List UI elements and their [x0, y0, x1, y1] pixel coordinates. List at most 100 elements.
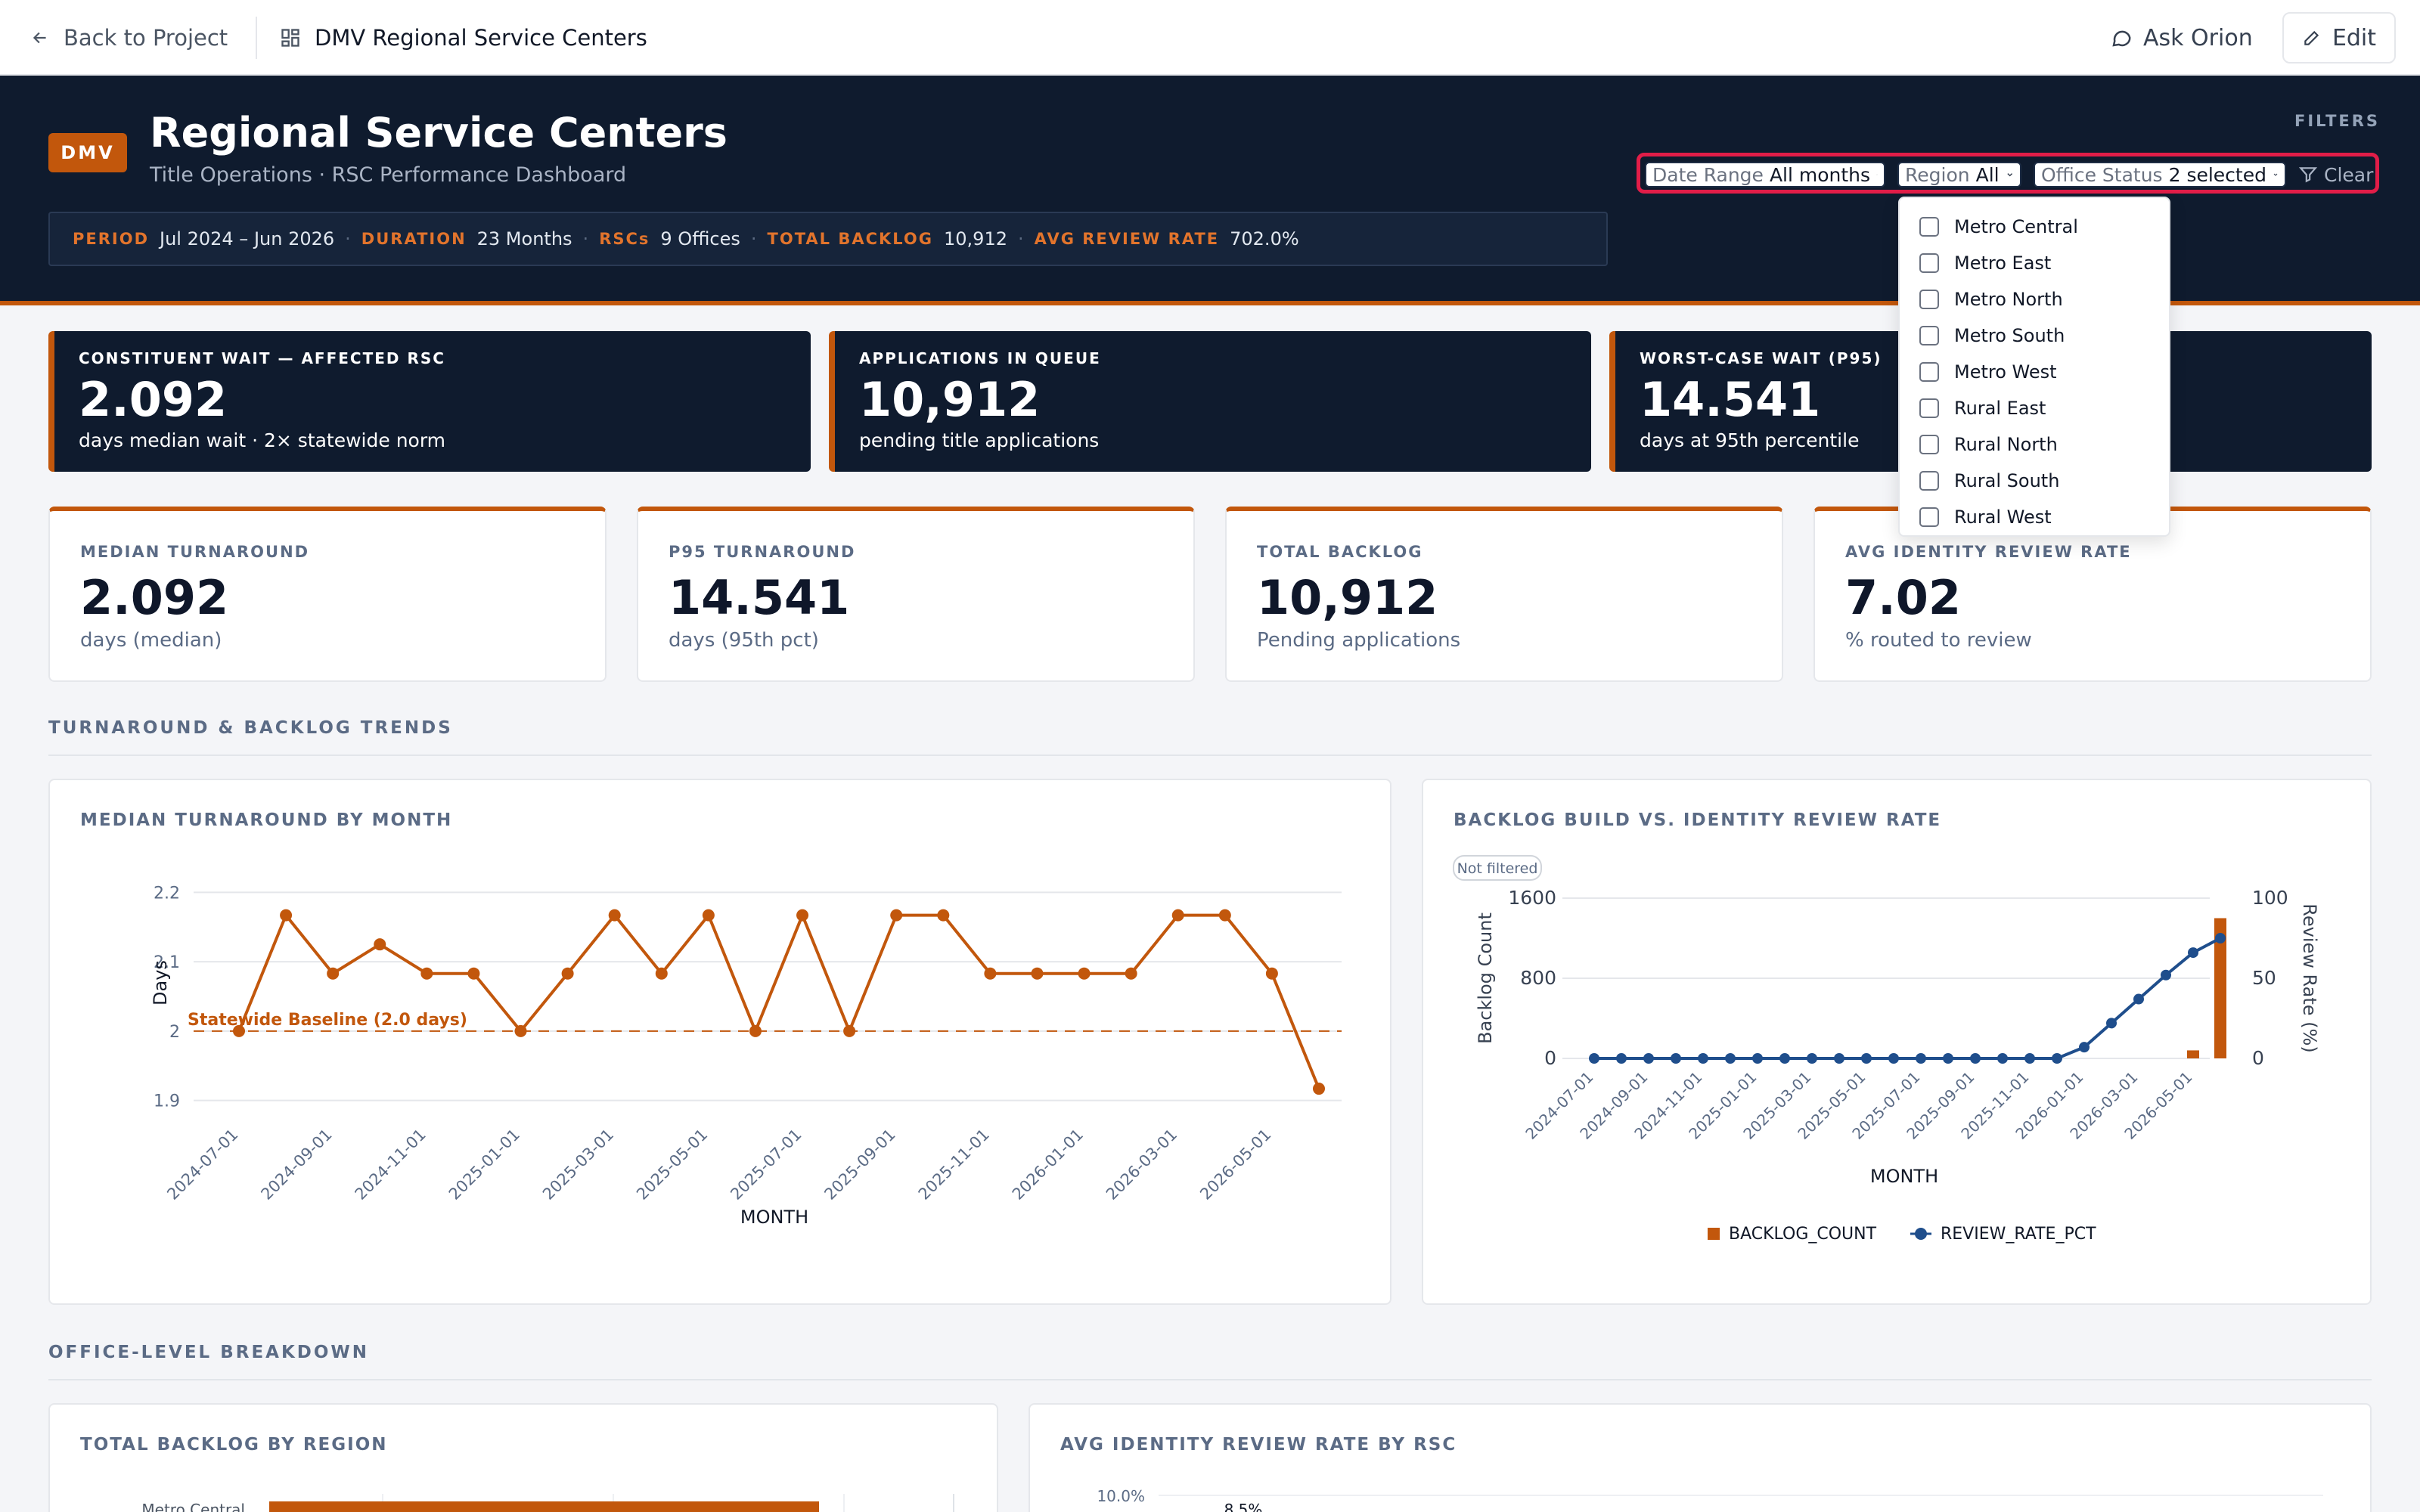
meta-key-period: PERIOD — [73, 230, 150, 248]
checkbox[interactable] — [1919, 398, 1939, 418]
clear-filters-button[interactable]: Clear — [2298, 162, 2373, 187]
kpi-card-total-backlog: TOTAL BACKLOG 10,912 Pending application… — [1225, 507, 1783, 682]
dropdown-option[interactable]: Metro Central — [1900, 209, 2169, 245]
data-point — [1171, 909, 1184, 922]
turnaround-series-line — [237, 911, 1320, 1089]
region-axis-label: Metro Central — [141, 1501, 245, 1512]
card-value: 2.092 — [79, 372, 228, 427]
dropdown-option[interactable]: Metro East — [1900, 245, 2169, 281]
x-tick-label: 2025-05-01 — [633, 1126, 711, 1204]
legend-label-backlog: BACKLOG_COUNT — [1729, 1225, 1877, 1244]
dropdown-option[interactable]: Metro West — [1900, 354, 2169, 390]
kpi-subtitle: % routed to review — [1845, 629, 2032, 652]
x-tick-label: 2024-07-01 — [163, 1126, 241, 1204]
dashboard-name: DMV Regional Service Centers — [315, 25, 647, 51]
y-tick-label: 2.1 — [154, 953, 180, 972]
filter-clear-icon — [2298, 167, 2318, 183]
review-rate-point — [2024, 1053, 2035, 1064]
dropdown-option[interactable]: Rural South — [1900, 463, 2169, 499]
chart-title: MEDIAN TURNAROUND BY MONTH — [80, 810, 453, 830]
office-status-label: Office Status — [2041, 163, 2163, 186]
x-tick-label: 2025-01-01 — [445, 1126, 523, 1204]
meta-value-period: Jul 2024 – Jun 2026 — [160, 228, 335, 249]
option-label: Metro East — [1954, 253, 2052, 274]
chart-title: TOTAL BACKLOG BY REGION — [80, 1435, 388, 1455]
y-right-axis-label: Review Rate (%) — [2299, 903, 2320, 1052]
highlight-card-applications-in-queue: APPLICATIONS IN QUEUE 10,912 pending tit… — [829, 331, 1591, 472]
chat-bubble-icon — [2112, 30, 2131, 47]
region-filter[interactable]: Region All — [1897, 162, 2021, 187]
checkbox[interactable] — [1919, 507, 1939, 527]
checkbox[interactable] — [1919, 435, 1939, 454]
checkbox[interactable] — [1919, 217, 1939, 237]
kpi-title: MEDIAN TURNAROUND — [80, 543, 310, 561]
dropdown-option[interactable]: Rural East — [1900, 390, 2169, 426]
back-to-project-link[interactable]: Back to Project — [30, 21, 228, 54]
review-rate-point — [1671, 1053, 1681, 1064]
card-subtitle: days median wait · 2× statewide norm — [79, 429, 446, 451]
meta-key-avg-review-rate: AVG REVIEW RATE — [1034, 230, 1220, 248]
chart-title: AVG IDENTITY REVIEW RATE BY RSC — [1060, 1435, 1457, 1455]
ask-orion-button[interactable]: Ask Orion — [2110, 21, 2253, 54]
clear-label: Clear — [2324, 163, 2374, 186]
review-rate-point — [1997, 1053, 2008, 1064]
date-range-value: All months — [1769, 163, 1871, 186]
option-label: Rural South — [1954, 470, 2060, 491]
region-bar — [269, 1501, 819, 1512]
summary-meta-bar: PERIOD Jul 2024 – Jun 2026 · DURATION 23… — [48, 212, 1608, 266]
highlight-card-constituent-wait: CONSTITUENT WAIT — AFFECTED RSC 2.092 da… — [48, 331, 811, 472]
kpi-subtitle: Pending applications — [1257, 629, 1461, 652]
region-value: All — [1975, 163, 2000, 186]
option-label: Metro South — [1954, 325, 2065, 346]
dashboard-breadcrumb: DMV Regional Service Centers — [280, 21, 647, 54]
card-title: WORST-CASE WAIT (P95) — [1640, 349, 1882, 367]
filter-bar: Date Range All months Region All Office … — [1637, 153, 2379, 194]
y-tick-label: 1.9 — [154, 1092, 180, 1111]
x-tick-label: 2026-03-01 — [1103, 1126, 1181, 1204]
data-point — [984, 967, 997, 980]
data-point — [843, 1024, 856, 1037]
review-axis-tick: 10.0% — [1097, 1487, 1145, 1505]
edit-label: Edit — [2332, 24, 2377, 51]
checkbox[interactable] — [1919, 362, 1939, 382]
meta-value-duration: 23 Months — [476, 228, 572, 249]
card-title: CONSTITUENT WAIT — AFFECTED RSC — [79, 349, 445, 367]
kpi-value: 14.541 — [669, 570, 850, 625]
checkbox[interactable] — [1919, 326, 1939, 345]
section-divider — [48, 754, 2372, 756]
pencil-icon — [2304, 30, 2319, 45]
card-value: 14.541 — [1640, 372, 1821, 427]
y-tick-label: 2.2 — [154, 884, 180, 903]
review-rate-point — [2079, 1042, 2090, 1053]
checkbox[interactable] — [1919, 471, 1939, 491]
meta-value-avg-review-rate: 702.0% — [1230, 228, 1299, 249]
dmv-badge: DMV — [48, 133, 127, 172]
review-rate-by-rsc-panel: AVG IDENTITY REVIEW RATE BY RSC 10.0% 8.… — [1028, 1403, 2372, 1512]
ask-orion-label: Ask Orion — [2143, 24, 2253, 51]
checkbox[interactable] — [1919, 253, 1939, 273]
dropdown-option[interactable]: Metro North — [1900, 281, 2169, 318]
checkbox[interactable] — [1919, 290, 1939, 309]
turnaround-line-chart: 1.9 2 2.1 2.2 Statewide Baseline (2.0 days) 2… — [150, 884, 1342, 1228]
data-point — [1125, 967, 1137, 980]
data-point — [890, 909, 903, 922]
y-tick-label: 800 — [1520, 967, 1556, 989]
kpi-card-p95-turnaround: P95 TURNAROUND 14.541 days (95th pct) — [637, 507, 1195, 682]
date-range-filter[interactable]: Date Range All months — [1645, 162, 1885, 187]
dropdown-option[interactable]: Rural North — [1900, 426, 2169, 463]
dropdown-option[interactable]: Metro South — [1900, 318, 2169, 354]
dropdown-option[interactable]: Rural West — [1900, 499, 2169, 535]
y-axis-label: Days — [150, 960, 171, 1005]
kpi-value: 10,912 — [1257, 570, 1438, 625]
review-rate-point — [1888, 1053, 1899, 1064]
y-right-tick-label: 50 — [2252, 967, 2276, 989]
office-status-filter[interactable]: Office Status 2 selected — [2034, 162, 2286, 187]
section-divider — [48, 1379, 2372, 1380]
review-rate-point — [1643, 1053, 1654, 1064]
backlog-bar — [2187, 1050, 2199, 1058]
edit-button[interactable]: Edit — [2282, 12, 2396, 64]
y-axis-label: Backlog Count — [1475, 912, 1496, 1044]
region-label: Region — [1905, 163, 1970, 186]
data-point — [796, 909, 809, 922]
topbar-divider — [256, 17, 257, 59]
